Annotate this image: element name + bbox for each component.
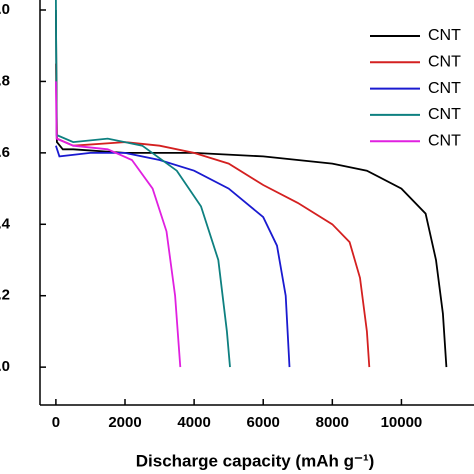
x-axis-label: Discharge capacity (mAh g⁻¹) — [136, 451, 375, 470]
legend-label: CNT — [428, 27, 461, 44]
y-tick-label: 2.6 — [0, 144, 10, 161]
x-tick-label: 0 — [52, 414, 60, 431]
x-tick-label: 6000 — [247, 414, 280, 431]
series-line — [55, 0, 231, 368]
x-tick-label: 4000 — [177, 414, 210, 431]
series-line — [55, 145, 291, 368]
y-tick-label: 2.0 — [0, 358, 10, 375]
legend-label: CNT — [428, 80, 461, 97]
series-line — [55, 81, 182, 368]
series-line — [55, 9, 448, 368]
series-line — [55, 63, 371, 368]
x-tick-label: 10000 — [381, 414, 423, 431]
y-tick-label: 2.2 — [0, 287, 10, 304]
x-tick-label: 8000 — [316, 414, 349, 431]
x-tick-label: 2000 — [108, 414, 141, 431]
legend-label: CNT — [428, 54, 461, 71]
legend-label: CNT — [428, 106, 461, 123]
y-tick-label: 2.4 — [0, 215, 11, 232]
y-tick-label: 2.8 — [0, 72, 10, 89]
y-tick-label: 3.0 — [0, 1, 10, 18]
legend-label: CNT — [428, 132, 461, 149]
